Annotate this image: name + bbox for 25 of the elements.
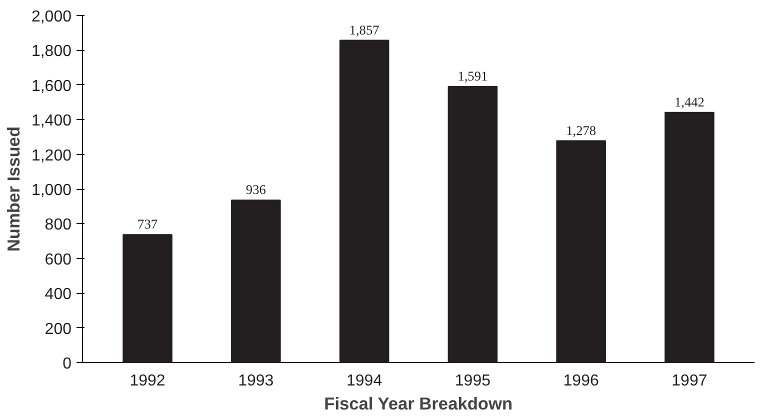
y-tick-label: 1,800 bbox=[31, 43, 72, 60]
y-tick-label: 1,000 bbox=[31, 182, 72, 199]
y-tick-label: 800 bbox=[44, 216, 72, 234]
y-tick-label: 0 bbox=[62, 356, 72, 372]
data-label: 936 bbox=[246, 182, 266, 198]
data-label: 1,278 bbox=[566, 122, 596, 138]
y-tick-label: 400 bbox=[44, 286, 72, 304]
x-axis-title: Fiscal Year Breakdown bbox=[324, 394, 513, 414]
x-tick-label: 1993 bbox=[238, 372, 274, 390]
y-tick-label: 600 bbox=[44, 251, 72, 268]
data-label: 1,591 bbox=[458, 68, 488, 84]
x-tick-label: 1992 bbox=[130, 372, 166, 390]
y-tick-label: 1,600 bbox=[31, 78, 72, 95]
data-label: 737 bbox=[138, 216, 158, 232]
data-label: 1,857 bbox=[349, 22, 380, 38]
x-tick-label: 1996 bbox=[563, 372, 599, 390]
y-tick-label: 2,000 bbox=[31, 8, 72, 26]
y-tick-label: 1,400 bbox=[31, 112, 72, 130]
y-tick-label: 1,200 bbox=[31, 147, 72, 164]
y-tick-label: 200 bbox=[44, 320, 72, 338]
x-tick-label: 1997 bbox=[672, 372, 708, 390]
y-axis-title: Number Issued bbox=[3, 126, 24, 252]
x-tick-label: 1994 bbox=[346, 372, 382, 390]
x-tick-label: 1995 bbox=[454, 372, 491, 390]
data-label: 1,442 bbox=[674, 94, 704, 110]
